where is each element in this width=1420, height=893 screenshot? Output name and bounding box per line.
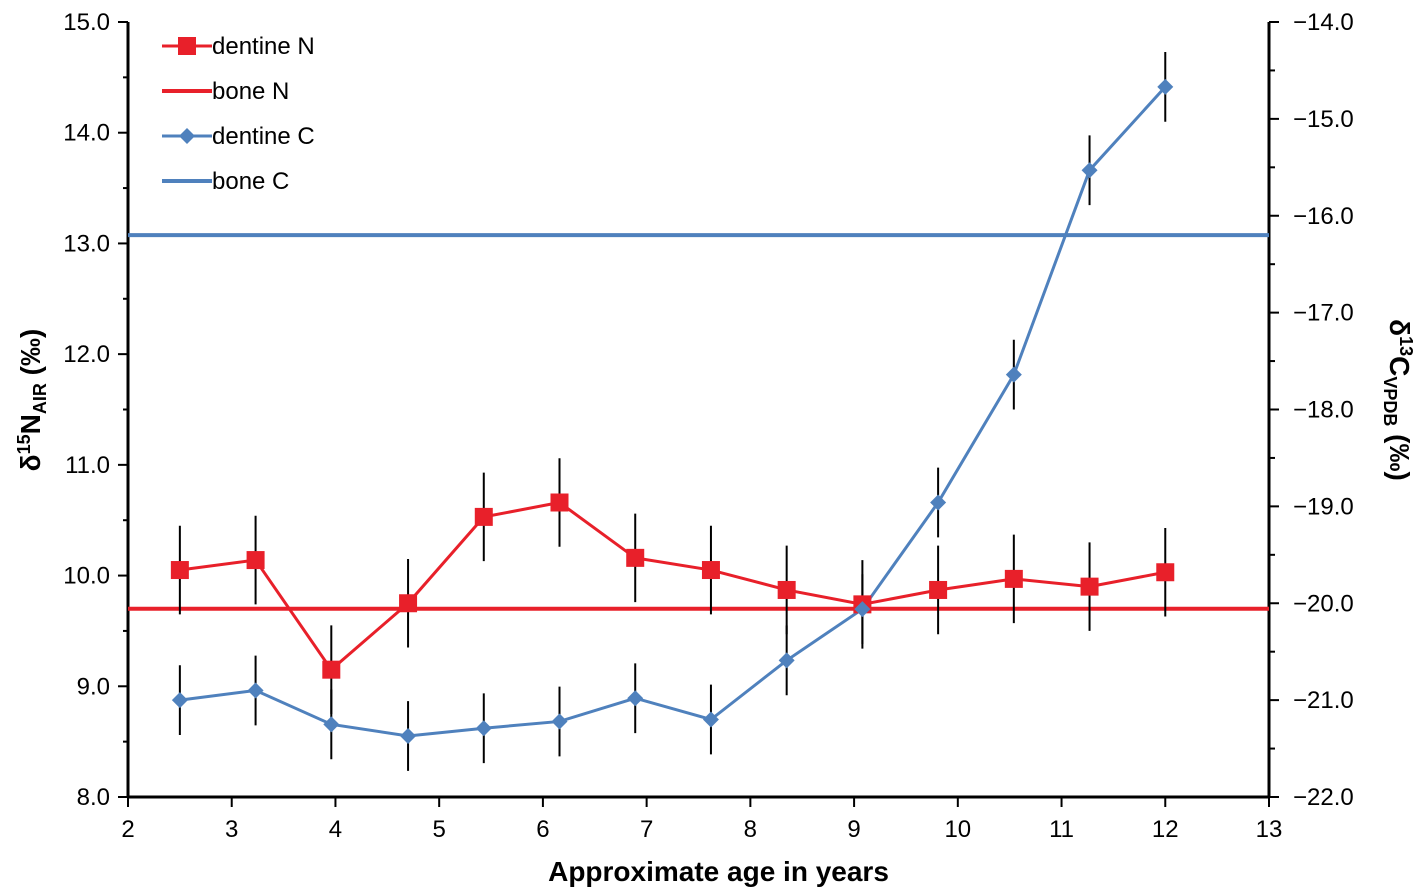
data-point-square <box>777 580 796 599</box>
legend-marker-square <box>178 37 196 55</box>
data-point-square <box>550 493 569 512</box>
y-axis-left-title: δ15NAIR (‰) <box>14 329 50 472</box>
x-tick-label: 5 <box>433 816 446 843</box>
data-point-square <box>474 507 493 526</box>
data-point-diamond <box>247 682 264 699</box>
data-point-diamond <box>475 720 492 737</box>
data-point-diamond <box>1081 162 1098 179</box>
data-point-diamond <box>930 494 947 511</box>
y-left-tick-label: 15.0 <box>63 9 110 36</box>
y-right-tick-label: −22.0 <box>1293 784 1354 811</box>
data-point-diamond <box>171 692 188 709</box>
x-tick-label: 3 <box>225 816 238 843</box>
data-point-square <box>929 580 948 599</box>
data-point-square <box>170 561 189 580</box>
x-tick-label: 12 <box>1152 816 1179 843</box>
y-left-tick-label: 13.0 <box>63 230 110 257</box>
y-axis-right-title: δ13CVPDB (‰) <box>1380 319 1416 481</box>
data-point-diamond <box>778 652 795 669</box>
series-line-dentine-N <box>179 500 1166 672</box>
y-right-tick-label: −18.0 <box>1293 397 1354 424</box>
data-point-square <box>701 561 720 580</box>
y-right-tick-label: −19.0 <box>1293 493 1354 520</box>
series-line-dentine-C <box>179 85 1167 738</box>
data-point-diamond <box>1157 78 1174 95</box>
data-point-square <box>626 548 645 567</box>
data-point-diamond <box>1005 366 1022 383</box>
data-point-square <box>1004 569 1023 588</box>
legend-label: bone N <box>212 78 289 105</box>
data-point-diamond <box>323 716 340 733</box>
y-right-tick-label: −20.0 <box>1293 590 1354 617</box>
x-tick-label: 9 <box>847 816 860 843</box>
x-tick-label: 7 <box>640 816 653 843</box>
data-point-diamond <box>702 711 719 728</box>
data-point-square <box>322 660 341 679</box>
y-left-tick-label: 11.0 <box>65 452 110 479</box>
data-point-square <box>1156 563 1175 582</box>
x-tick-label: 13 <box>1256 816 1283 843</box>
data-point-diamond <box>627 690 644 707</box>
x-tick-label: 11 <box>1049 816 1074 843</box>
y-right-tick-label: −17.0 <box>1293 300 1354 327</box>
y-right-tick-label: −15.0 <box>1293 106 1354 133</box>
x-tick-label: 4 <box>329 816 342 843</box>
x-tick-label: 8 <box>744 816 757 843</box>
y-left-tick-label: 10.0 <box>63 563 110 590</box>
data-point-square <box>246 551 265 570</box>
y-left-tick-label: 8.0 <box>77 784 110 811</box>
legend-label: dentine N <box>212 33 315 60</box>
legend-label: dentine C <box>212 123 315 150</box>
y-right-tick-label: −21.0 <box>1293 687 1354 714</box>
y-left-tick-label: 12.0 <box>63 341 110 368</box>
data-point-diamond <box>400 727 417 744</box>
y-right-tick-label: −16.0 <box>1293 203 1354 230</box>
data-point-square <box>1080 577 1099 596</box>
y-left-tick-label: 14.0 <box>63 120 110 147</box>
x-tick-label: 6 <box>536 816 549 843</box>
legend-marker-diamond <box>179 128 195 144</box>
data-point-diamond <box>551 713 568 730</box>
data-point-square <box>399 594 418 613</box>
x-axis-title: Approximate age in years <box>548 856 889 887</box>
y-right-tick-label: −14.0 <box>1293 9 1354 36</box>
x-tick-label: 2 <box>121 816 134 843</box>
y-left-tick-label: 9.0 <box>77 673 110 700</box>
legend-label: bone C <box>212 168 289 195</box>
data-point-diamond <box>854 601 871 618</box>
x-tick-label: 10 <box>944 816 971 843</box>
